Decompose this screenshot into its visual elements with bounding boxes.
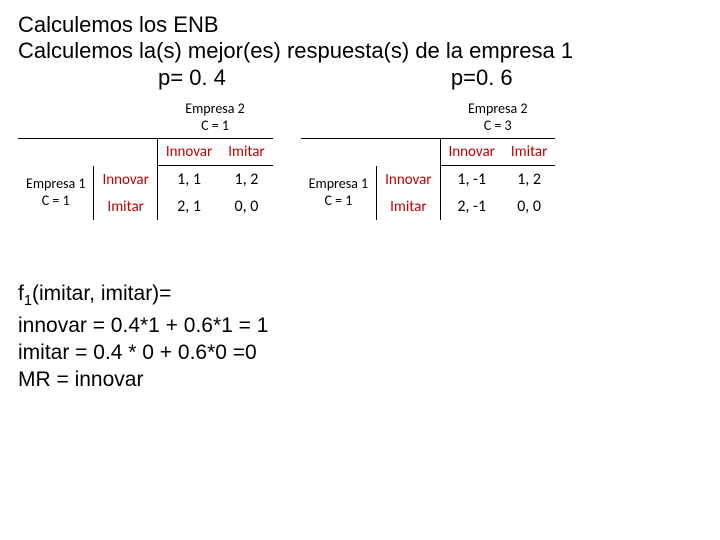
col-header-innovar: Innovar bbox=[157, 139, 220, 166]
p-labels-row: p= 0. 4 p=0. 6 bbox=[18, 65, 702, 91]
row-header-imitar: Imitar bbox=[94, 193, 157, 220]
corner-empty bbox=[18, 97, 94, 139]
spacer bbox=[377, 139, 440, 166]
f-args: (imitar, imitar)= bbox=[32, 282, 171, 305]
empresa2-c: C = 1 bbox=[201, 117, 229, 134]
empresa1-text: Empresa 1 bbox=[26, 175, 85, 192]
spacer bbox=[94, 139, 157, 166]
calculations-block: f1(imitar, imitar)= innovar = 0.4*1 + 0.… bbox=[18, 280, 702, 393]
payoff-cell: 1, 2 bbox=[220, 166, 272, 194]
empresa2-text: Empresa 2 bbox=[468, 100, 527, 117]
title-line-2: Calculemos la(s) mejor(es) respuesta(s) … bbox=[18, 38, 702, 64]
row-header-innovar: Innovar bbox=[94, 166, 157, 194]
row-header-imitar: Imitar bbox=[377, 193, 440, 220]
tables-row: Empresa 2 C = 1 Innovar Imitar Empresa 1… bbox=[18, 97, 702, 221]
title-block: Calculemos los ENB Calculemos la(s) mejo… bbox=[18, 12, 702, 91]
payoff-cell: 0, 0 bbox=[503, 193, 555, 220]
spacer bbox=[18, 139, 94, 166]
corner-empty bbox=[377, 97, 440, 139]
payoff-cell: 0, 0 bbox=[220, 193, 272, 220]
corner-empty bbox=[301, 97, 377, 139]
p-label-left: p= 0. 4 bbox=[158, 65, 226, 91]
payoff-cell: 1, 1 bbox=[157, 166, 220, 194]
payoff-cell: 1, 2 bbox=[503, 166, 555, 194]
payoff-cell: 1, -1 bbox=[440, 166, 503, 194]
empresa1-c: C = 1 bbox=[324, 192, 352, 209]
title-line-1: Calculemos los ENB bbox=[18, 12, 702, 38]
empresa1-label: Empresa 1 C = 1 bbox=[18, 166, 94, 221]
payoff-cell: 2, -1 bbox=[440, 193, 503, 220]
calc-line-4: MR = innovar bbox=[18, 366, 702, 393]
empresa2-label: Empresa 2 C = 3 bbox=[440, 97, 555, 139]
corner-empty bbox=[94, 97, 157, 139]
p-label-right: p=0. 6 bbox=[451, 65, 513, 91]
f-subscript: 1 bbox=[24, 294, 32, 310]
empresa2-label: Empresa 2 C = 1 bbox=[157, 97, 272, 139]
payoff-table-right: Empresa 2 C = 3 Innovar Imitar Empresa 1… bbox=[301, 97, 556, 221]
empresa1-label: Empresa 1 C = 1 bbox=[301, 166, 377, 221]
empresa2-text: Empresa 2 bbox=[185, 100, 244, 117]
empresa1-c: C = 1 bbox=[42, 192, 70, 209]
calc-line-3: imitar = 0.4 * 0 + 0.6*0 =0 bbox=[18, 339, 702, 366]
calc-line-1: f1(imitar, imitar)= bbox=[18, 280, 702, 311]
calc-line-2: innovar = 0.4*1 + 0.6*1 = 1 bbox=[18, 312, 702, 339]
spacer bbox=[301, 139, 377, 166]
row-header-innovar: Innovar bbox=[377, 166, 440, 194]
col-header-imitar: Imitar bbox=[503, 139, 555, 166]
col-header-innovar: Innovar bbox=[440, 139, 503, 166]
payoff-table-left: Empresa 2 C = 1 Innovar Imitar Empresa 1… bbox=[18, 97, 273, 221]
col-header-imitar: Imitar bbox=[220, 139, 272, 166]
payoff-cell: 2, 1 bbox=[157, 193, 220, 220]
empresa2-c: C = 3 bbox=[484, 117, 512, 134]
empresa1-text: Empresa 1 bbox=[309, 175, 368, 192]
